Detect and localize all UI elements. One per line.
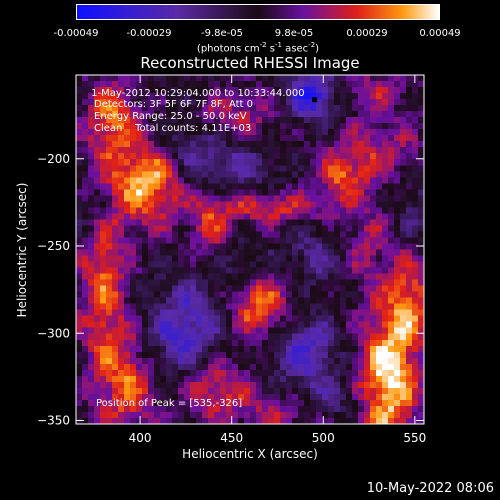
colorbar-tick: 9.8e-05	[274, 28, 314, 39]
min-marker	[312, 97, 318, 103]
date-stamp: 10-May-2022 08:06	[366, 481, 494, 496]
y-tick-label: −200	[37, 152, 70, 166]
colorbar-unit-label: (photons cm-2 s-1 asec-2)	[196, 41, 320, 55]
detectors-label: Detectors: 3F 5F 6F 7F 8F, Att 0	[94, 99, 254, 110]
colorbar	[76, 4, 440, 20]
time-range-label: 1-May-2012 10:29:04.000 to 10:33:44.000	[88, 88, 305, 99]
x-axis-ticks: 400 450 500 550	[129, 75, 426, 445]
heatmap-image	[76, 75, 424, 424]
x-tick-label: 450	[220, 431, 243, 445]
plot-frame	[75, 74, 425, 425]
x-tick-label: 500	[312, 431, 335, 445]
y-axis-ticks: −200 −250 −300 −350	[37, 152, 424, 428]
y-tick-label: −250	[37, 239, 70, 253]
colorbar-tick: -0.00049	[53, 28, 99, 39]
energy-range-label: Energy Range: 25.0 - 50.0 keV	[94, 111, 247, 122]
y-axis-label: Heliocentric Y (arcsec)	[15, 183, 29, 318]
peak-position-label: Position of Peak = [535,-326]	[96, 398, 243, 409]
colorbar-tick: 0.00049	[419, 28, 461, 39]
colorbar-tick: -0.00029	[126, 28, 172, 39]
x-axis-label: Heliocentric X (arcsec)	[182, 447, 318, 461]
colorbar-tick: -9.8e-05	[201, 28, 243, 39]
colorbar-tick: 0.00029	[346, 28, 388, 39]
y-tick-label: −300	[37, 326, 70, 340]
clean-counts-label: Clean Total counts: 4.11E+03	[94, 123, 252, 134]
y-tick-label: −350	[37, 414, 70, 428]
x-tick-label: 550	[403, 431, 426, 445]
chart-title: Reconstructed RHESSI Image	[140, 54, 360, 72]
x-tick-label: 400	[129, 431, 152, 445]
